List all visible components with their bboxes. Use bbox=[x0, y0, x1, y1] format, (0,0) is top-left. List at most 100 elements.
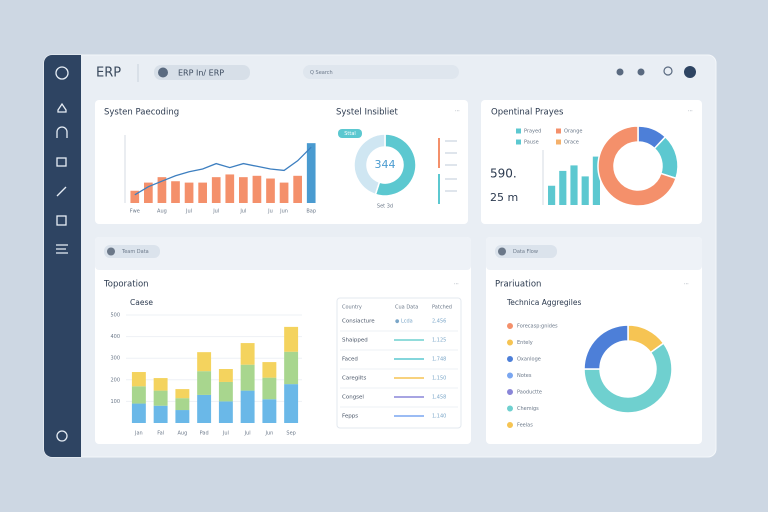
bar bbox=[225, 174, 235, 203]
level-bars bbox=[438, 138, 457, 204]
trend-line bbox=[134, 146, 312, 196]
table-value: 1,458 bbox=[432, 395, 446, 401]
bar-segment bbox=[218, 369, 233, 382]
table-cell: Fepps bbox=[342, 414, 358, 420]
x-tick-label: Sep bbox=[286, 431, 295, 437]
x-tick-label: Jan bbox=[134, 431, 143, 437]
bar-segment bbox=[284, 384, 299, 423]
legend-dot bbox=[507, 372, 513, 379]
badge bbox=[338, 129, 362, 138]
table-value: 2,456 bbox=[432, 319, 446, 325]
bar-segment bbox=[175, 398, 190, 411]
legend-label: Oxanloge bbox=[517, 357, 541, 363]
workspace-pill[interactable] bbox=[154, 65, 250, 80]
bar bbox=[144, 182, 153, 203]
bar-segment bbox=[262, 362, 277, 378]
y-tick-label: 200 bbox=[110, 377, 120, 383]
bar-segment bbox=[240, 364, 255, 391]
y-tick-label: 300 bbox=[110, 356, 120, 362]
x-tick-label: Fwe bbox=[130, 209, 140, 215]
bar-segment bbox=[240, 343, 255, 365]
kpi: 25 m bbox=[490, 191, 518, 204]
menu[interactable]: ··· bbox=[684, 282, 689, 288]
bar bbox=[198, 182, 207, 203]
bar-segment bbox=[153, 378, 168, 391]
search-box[interactable] bbox=[303, 65, 459, 79]
legend-label: Prayed bbox=[524, 129, 541, 135]
sidebar bbox=[44, 55, 81, 457]
legend-label: Orange bbox=[564, 129, 582, 135]
x-tick-label: Jul bbox=[185, 209, 192, 215]
bar bbox=[130, 190, 140, 203]
legend-dot bbox=[507, 422, 513, 428]
pill[interactable] bbox=[495, 245, 557, 258]
table-value: 1,140 bbox=[432, 414, 446, 420]
donut-segment bbox=[374, 133, 417, 197]
legend-dot bbox=[507, 323, 513, 329]
sidebar-icons[interactable] bbox=[55, 66, 69, 442]
bar bbox=[157, 177, 167, 203]
x-tick-label: Aug bbox=[157, 209, 167, 215]
legend-swatch bbox=[516, 139, 521, 145]
panel-title: Prariuation bbox=[495, 280, 541, 290]
panel-title: Toporation bbox=[103, 280, 149, 290]
y-tick-label: 100 bbox=[110, 399, 120, 405]
table-value: 1,748 bbox=[432, 357, 446, 363]
x-tick-label: Jul bbox=[222, 431, 229, 437]
search[interactable]: Q Search bbox=[310, 70, 333, 76]
table-cell: Caregilts bbox=[342, 376, 366, 382]
x-tick-label: Jul bbox=[239, 209, 246, 215]
bar bbox=[266, 178, 275, 203]
bar-segment bbox=[197, 394, 212, 423]
bar bbox=[211, 177, 221, 203]
legend-swatch bbox=[556, 139, 561, 145]
pill[interactable] bbox=[104, 245, 160, 258]
table-cell: Shaipped bbox=[342, 338, 368, 344]
workspace[interactable]: ERP In/ ERP bbox=[178, 69, 224, 78]
donut-segment bbox=[597, 125, 677, 207]
subtitle: Technica Aggregiles bbox=[506, 298, 581, 307]
x-tick-label: Jul bbox=[212, 209, 219, 215]
table-value: 1,150 bbox=[432, 376, 446, 382]
bar-segment bbox=[262, 377, 277, 400]
table-value: 1,125 bbox=[432, 338, 446, 344]
bar-segment bbox=[284, 326, 299, 352]
donut-segment bbox=[583, 342, 673, 414]
table-cell: ● Lcda bbox=[395, 319, 413, 325]
bar bbox=[293, 175, 302, 203]
kpi: 590. bbox=[490, 167, 517, 181]
table-frame bbox=[336, 297, 462, 429]
x-tick-label: Jul bbox=[244, 431, 251, 437]
menu[interactable]: ··· bbox=[455, 109, 460, 115]
bar bbox=[279, 182, 289, 203]
menu[interactable]: ··· bbox=[454, 282, 459, 288]
table-cell: Faced bbox=[342, 357, 358, 363]
x-tick-label: Ju bbox=[267, 209, 273, 215]
bar-segment bbox=[131, 403, 146, 423]
legend-dot bbox=[507, 405, 513, 412]
bar-segment bbox=[284, 351, 299, 385]
legend-swatch bbox=[556, 128, 561, 134]
table-header: Cua Data bbox=[395, 305, 418, 311]
bar bbox=[306, 143, 316, 203]
legend-label: Orace bbox=[564, 140, 579, 146]
bar bbox=[184, 182, 194, 203]
bar-segment bbox=[197, 371, 212, 395]
x-tick-label: Jun bbox=[279, 209, 288, 215]
top-icons[interactable] bbox=[616, 66, 697, 78]
bar-segment bbox=[153, 390, 168, 406]
pill-text[interactable]: Team Data bbox=[121, 249, 149, 255]
x-tick-label: Jun bbox=[264, 431, 273, 437]
pill-icon bbox=[498, 247, 506, 256]
bar bbox=[570, 165, 578, 205]
legend-dot bbox=[507, 339, 513, 346]
legend-swatch bbox=[516, 128, 521, 134]
bar bbox=[548, 185, 556, 205]
pill-text[interactable]: Data Flow bbox=[513, 249, 538, 255]
donut-segment bbox=[353, 133, 386, 196]
legend-label: Entely bbox=[517, 340, 533, 346]
legend-label: Feelas bbox=[517, 423, 533, 429]
donut-segment bbox=[583, 324, 629, 370]
menu[interactable]: ··· bbox=[688, 109, 693, 115]
